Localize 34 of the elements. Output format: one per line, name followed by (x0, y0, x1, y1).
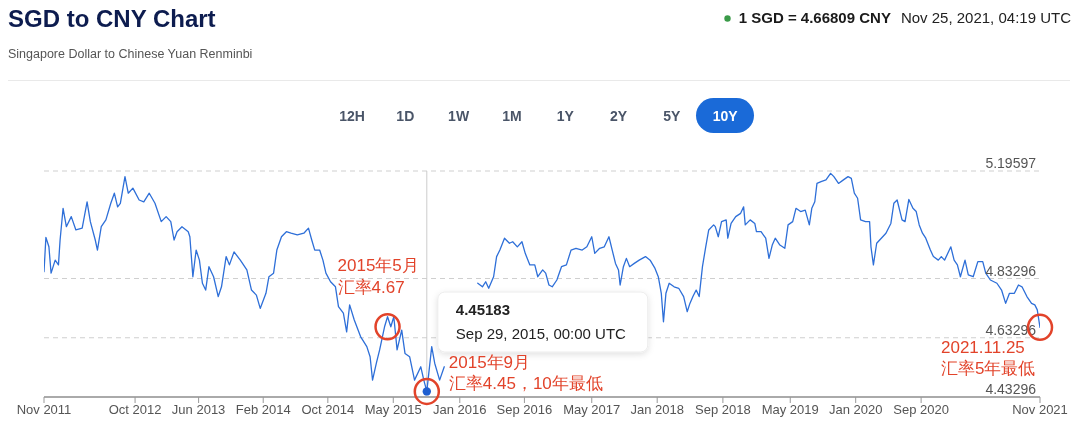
annotation: 2021.11.25汇率5年最低 (941, 338, 1036, 379)
annotation: 2015年9月汇率4.45，10年最低 (448, 353, 603, 394)
text: 1 SGD = 4.66809 CNY (738, 8, 891, 28)
x-tick-label: Jan 2020 (828, 402, 883, 418)
x-tick-label: Oct 2012 (108, 402, 162, 418)
selected-pill: 10Y (696, 98, 755, 133)
x-tick-label: May 2017 (563, 402, 621, 418)
text: 1M (502, 107, 522, 124)
y-tick-label: 5.19597 (985, 155, 1037, 171)
text: Nov 25, 2021, 04:19 UTC (900, 8, 1071, 28)
x-tick-label: Sep 2018 (695, 402, 751, 418)
y-tick-label: 4.43296 (985, 381, 1037, 397)
x-tick-label: May 2019 (761, 402, 819, 418)
text: 1D (396, 107, 415, 124)
x-tick-label: May 2015 (364, 402, 422, 418)
text: 1W (448, 107, 470, 124)
x-tick-label: Sep 2020 (893, 402, 949, 418)
x-tick-label: Sep 2016 (496, 402, 553, 418)
x-tick-label: Nov 2021 (1012, 402, 1068, 418)
x-tick-label: Jan 2016 (433, 402, 487, 418)
y-tick-label: 4.83296 (985, 262, 1037, 279)
text: 12H (339, 107, 365, 124)
text: 2Y (609, 107, 628, 124)
x-tick-label: Feb 2014 (235, 402, 291, 418)
x-tick-label: Jan 2018 (630, 402, 684, 418)
chart-subtitle: Singapore Dollar to Chinese Yuan Renminbi (8, 46, 253, 63)
text: 1Y (556, 107, 574, 124)
text: 5Y (663, 107, 681, 124)
chart-title: SGD to CNY Chart (8, 4, 216, 34)
annotation: 2015年5月汇率4.67 (337, 255, 419, 297)
ref-line-label: 4.45183 Sep 29, 2015, 00:00 UTC (455, 301, 627, 342)
x-tick-label: Oct 2014 (301, 402, 355, 418)
x-tick-label: Nov 2011 (16, 402, 72, 418)
x-tick-label: Jun 2013 (171, 402, 226, 418)
